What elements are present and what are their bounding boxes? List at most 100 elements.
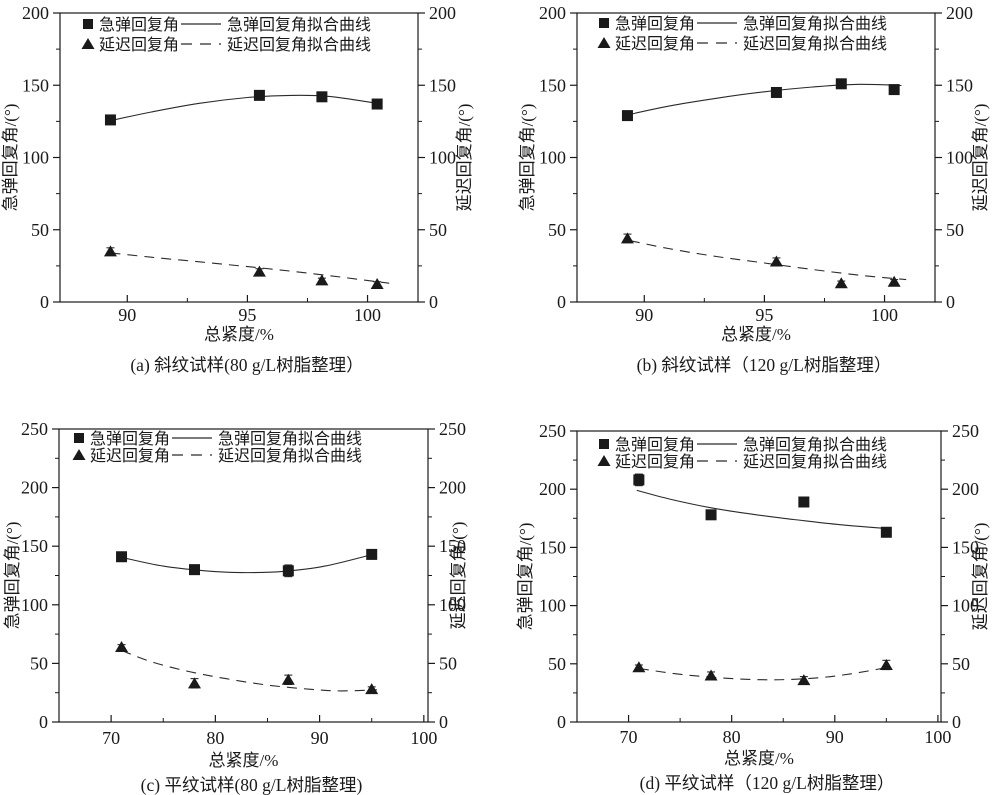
y-tick-label-left: 50	[548, 220, 566, 240]
dashed-fit-curve	[629, 240, 907, 281]
y-tick-label-left: 150	[22, 75, 49, 95]
y-tick-label-right: 150	[429, 75, 456, 95]
triangle-marker	[797, 674, 811, 686]
y-tick-label-right: 100	[952, 596, 979, 616]
triangle-marker	[252, 265, 266, 277]
legend-square-marker	[599, 439, 609, 449]
series-triangle	[103, 245, 384, 289]
chart-panel-c: 0 0 50 50 100 100 150 150 200 200 250 250 70 80 90 100 急…	[0, 400, 500, 795]
x-axis-ticks: 90 95 100	[118, 295, 381, 325]
square-marker	[366, 548, 378, 560]
legend-series-label: 延迟回复角	[90, 447, 170, 465]
x-tick-label: 100	[410, 728, 437, 748]
legend-triangle-marker	[597, 37, 611, 48]
y-axis-label-left: 急弹回复角/(°)	[518, 104, 537, 212]
y-tick-label-left: 100	[539, 148, 566, 168]
dashed-fit-curve	[121, 649, 377, 692]
triangle-marker	[769, 255, 783, 267]
chart-panel-d: 0 0 50 50 100 100 150 150 200 200 250 250 70 80 90 100 急…	[500, 400, 1000, 795]
legend-series-label: 延迟回复角	[615, 453, 695, 471]
y-tick-label-left: 200	[21, 478, 48, 498]
y-axis-ticks: 0 0 50 50 100 100 150 150 200 200 250 250	[21, 419, 466, 732]
series-triangle	[620, 232, 901, 289]
y-axis-label-right: 延迟回复角/(°)	[971, 104, 990, 212]
chart-caption: (a) 斜纹试样(80 g/L树脂整理）	[130, 355, 363, 375]
triangle-marker	[281, 673, 295, 685]
legend-triangle-marker	[81, 38, 95, 49]
y-tick-label-right: 100	[429, 148, 456, 168]
x-axis-ticks: 70 80 90 100	[620, 715, 951, 747]
y-tick-label-left: 150	[539, 537, 566, 557]
plot-frame	[576, 430, 942, 723]
chart-caption: (b) 斜纹试样（120 g/L树脂整理）	[637, 355, 892, 375]
legend-curve-label: 急弹回复角拟合曲线	[743, 436, 887, 454]
y-axis-label-right: 延迟回复角/(°)	[449, 522, 468, 630]
y-tick-label-left: 250	[539, 421, 566, 441]
square-marker	[705, 509, 717, 521]
legend-square-marker	[599, 18, 609, 28]
triangle-marker	[188, 677, 202, 689]
y-tick-label-left: 0	[39, 712, 48, 732]
chart-caption: (d) 平纹试样（120 g/L树脂整理）	[640, 773, 895, 793]
y-axis-label-left: 急弹回复角/(°)	[1, 104, 20, 212]
y-axis-label-right: 延迟回复角/(°)	[971, 523, 990, 631]
legend-series-label: 急弹回复角	[615, 436, 695, 454]
y-tick-label-right: 200	[439, 478, 466, 498]
y-tick-label-right: 100	[439, 595, 466, 615]
y-axis-label-left: 急弹回复角/(°)	[516, 523, 535, 631]
x-axis-label: 总紧度/%	[721, 325, 791, 344]
chart-panel-a: 0 0 50 50 100 100 150 150 200 200 90 95 100 急弹回复角/(°)…	[0, 0, 500, 400]
x-tick-label: 80	[723, 727, 741, 747]
y-tick-label-right: 50	[952, 654, 970, 674]
legend-triangle-marker	[597, 455, 611, 466]
y-tick-label-left: 0	[557, 712, 566, 732]
legend-square-marker	[74, 433, 84, 443]
square-marker	[621, 110, 633, 122]
y-tick-label-right: 200	[429, 3, 456, 23]
y-axis-ticks: 0 0 50 50 100 100 150 150 200 200	[22, 3, 456, 312]
solid-fit-curve	[110, 94, 378, 122]
y-tick-label-right: 0	[429, 292, 438, 312]
y-tick-label-right: 100	[946, 148, 973, 168]
triangle-marker	[115, 640, 129, 652]
y-tick-label-right: 250	[439, 419, 466, 439]
triangle-marker	[879, 658, 893, 670]
y-tick-label-right: 150	[952, 537, 979, 557]
x-tick-label: 100	[354, 305, 381, 325]
series-triangle	[632, 658, 893, 686]
triangle-marker	[834, 277, 848, 289]
dashed-fit-curve	[110, 252, 390, 284]
square-marker	[189, 564, 201, 576]
x-tick-label: 90	[311, 728, 329, 748]
legend-curve-label: 急弹回复角拟合曲线	[743, 15, 887, 33]
y-tick-label-right: 150	[946, 75, 973, 95]
y-tick-label-left: 150	[21, 536, 48, 556]
x-tick-label: 95	[238, 305, 256, 325]
x-axis-ticks: 90 95 100	[635, 295, 898, 325]
y-tick-label-left: 150	[539, 75, 566, 95]
legend-curve-label: 急弹回复角拟合曲线	[218, 430, 362, 448]
solid-fit-curve	[627, 83, 902, 116]
y-tick-label-left: 100	[22, 148, 49, 168]
series-triangle	[115, 640, 379, 695]
legend-curve-label: 延迟回复角拟合曲线	[743, 453, 887, 471]
x-tick-label: 100	[871, 305, 898, 325]
x-tick-label: 80	[206, 728, 224, 748]
triangle-marker	[620, 232, 634, 244]
y-axis-label-right: 延迟回复角/(°)	[455, 104, 474, 212]
square-marker	[104, 114, 116, 126]
triangle-marker	[632, 661, 646, 673]
square-marker	[371, 98, 383, 110]
chart-caption: (c) 平纹试样(80 g/L树脂整理)	[141, 775, 363, 795]
plot-frame	[576, 12, 936, 303]
square-marker	[282, 565, 294, 577]
y-tick-label-right: 50	[946, 220, 964, 240]
solid-fit-curve	[636, 489, 891, 530]
series-square	[633, 473, 892, 538]
